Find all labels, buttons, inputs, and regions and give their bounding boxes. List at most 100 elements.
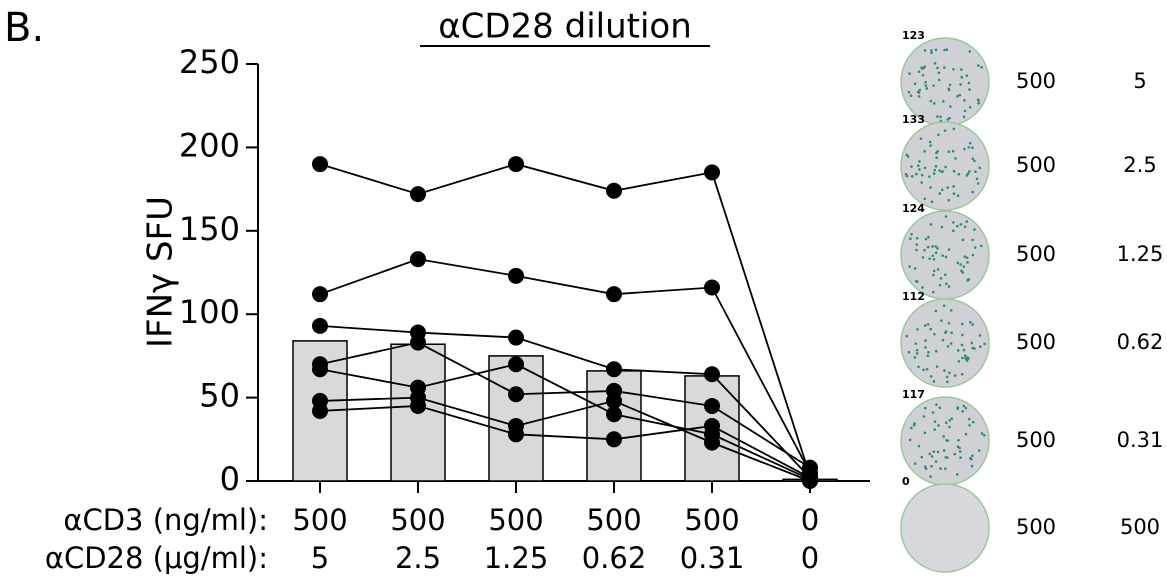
spot bbox=[922, 368, 925, 372]
spot bbox=[923, 49, 927, 52]
spot bbox=[910, 165, 913, 168]
spot bbox=[923, 248, 926, 252]
x-row-label: αCD28 (μg/ml): bbox=[45, 541, 268, 575]
x-row-value: 0.62 bbox=[582, 541, 647, 575]
spot bbox=[938, 169, 941, 172]
donor-point bbox=[410, 186, 426, 203]
spot bbox=[924, 237, 928, 241]
spot bbox=[945, 48, 949, 52]
spot bbox=[963, 109, 967, 113]
y-tick-label: 200 bbox=[179, 126, 240, 164]
spot bbox=[959, 263, 963, 266]
donor-point bbox=[410, 251, 426, 268]
well-acd28: 2.5 bbox=[1123, 153, 1156, 177]
spot bbox=[905, 174, 909, 178]
spot bbox=[930, 49, 933, 52]
spot bbox=[960, 68, 963, 71]
spot bbox=[933, 332, 936, 336]
spot bbox=[944, 165, 947, 169]
well-acd3: 500 bbox=[1016, 153, 1056, 177]
well bbox=[900, 396, 990, 486]
spot bbox=[947, 285, 951, 288]
spot bbox=[949, 105, 952, 108]
spot bbox=[926, 245, 930, 249]
spot bbox=[936, 268, 940, 271]
well-count: 0 bbox=[902, 475, 910, 488]
spot bbox=[932, 257, 936, 261]
spot bbox=[905, 334, 909, 338]
spot bbox=[949, 308, 953, 312]
spot bbox=[952, 229, 955, 233]
well-acd28: 0.62 bbox=[1117, 330, 1164, 354]
spot bbox=[927, 350, 930, 354]
spot bbox=[935, 403, 938, 406]
spot bbox=[960, 343, 964, 347]
spot bbox=[915, 172, 918, 176]
spot bbox=[932, 380, 936, 383]
spot bbox=[967, 146, 971, 149]
donor-point bbox=[606, 361, 622, 378]
spot bbox=[923, 406, 927, 410]
spot bbox=[971, 190, 974, 194]
spot bbox=[931, 411, 935, 414]
spot bbox=[968, 88, 971, 91]
spot bbox=[956, 445, 960, 449]
spot bbox=[971, 253, 975, 257]
spot bbox=[914, 342, 918, 345]
spot bbox=[977, 101, 980, 105]
spot bbox=[968, 50, 972, 53]
spot bbox=[957, 438, 960, 442]
spot bbox=[946, 380, 949, 384]
well-count: 117 bbox=[902, 388, 925, 401]
spot bbox=[917, 365, 920, 369]
spot bbox=[917, 164, 920, 167]
spot bbox=[913, 356, 917, 359]
spot bbox=[909, 237, 912, 240]
spot bbox=[968, 170, 971, 173]
spot bbox=[938, 406, 942, 410]
spot bbox=[952, 127, 956, 131]
spot bbox=[932, 450, 936, 453]
spot bbox=[976, 182, 980, 185]
donor-point bbox=[508, 356, 524, 373]
spot bbox=[934, 245, 938, 248]
spot bbox=[940, 170, 944, 174]
spot bbox=[934, 460, 938, 463]
spot bbox=[960, 269, 963, 273]
well-acd28: 1.25 bbox=[1117, 242, 1164, 266]
spot bbox=[923, 65, 927, 69]
spot bbox=[910, 426, 913, 430]
spot bbox=[918, 160, 921, 163]
spot bbox=[918, 168, 921, 171]
spot bbox=[910, 175, 914, 178]
spot bbox=[920, 173, 924, 177]
donor-point bbox=[508, 156, 524, 173]
spot bbox=[956, 406, 960, 409]
spot bbox=[966, 261, 969, 264]
spot bbox=[944, 255, 948, 259]
spot bbox=[948, 116, 951, 120]
donor-line bbox=[319, 363, 811, 481]
spot bbox=[974, 246, 977, 249]
spot bbox=[962, 265, 966, 268]
donor-point bbox=[704, 366, 720, 383]
well-acd28: 500 bbox=[1120, 515, 1160, 539]
x-row-value: 0.31 bbox=[680, 541, 745, 575]
x-row-value: 0 bbox=[801, 503, 819, 537]
spot bbox=[930, 200, 934, 204]
spot bbox=[921, 286, 924, 289]
spot bbox=[966, 278, 970, 282]
spot bbox=[932, 172, 936, 175]
spot bbox=[953, 452, 957, 456]
spot bbox=[978, 166, 982, 170]
x-row-value: 500 bbox=[684, 503, 739, 537]
spot bbox=[936, 450, 940, 454]
spot bbox=[980, 65, 983, 69]
spot bbox=[957, 360, 961, 363]
spot bbox=[975, 177, 979, 181]
x-row-value: 500 bbox=[586, 503, 641, 537]
donor-line bbox=[319, 405, 811, 479]
donor-point bbox=[606, 182, 622, 199]
spot bbox=[970, 341, 974, 345]
spot bbox=[968, 424, 971, 427]
